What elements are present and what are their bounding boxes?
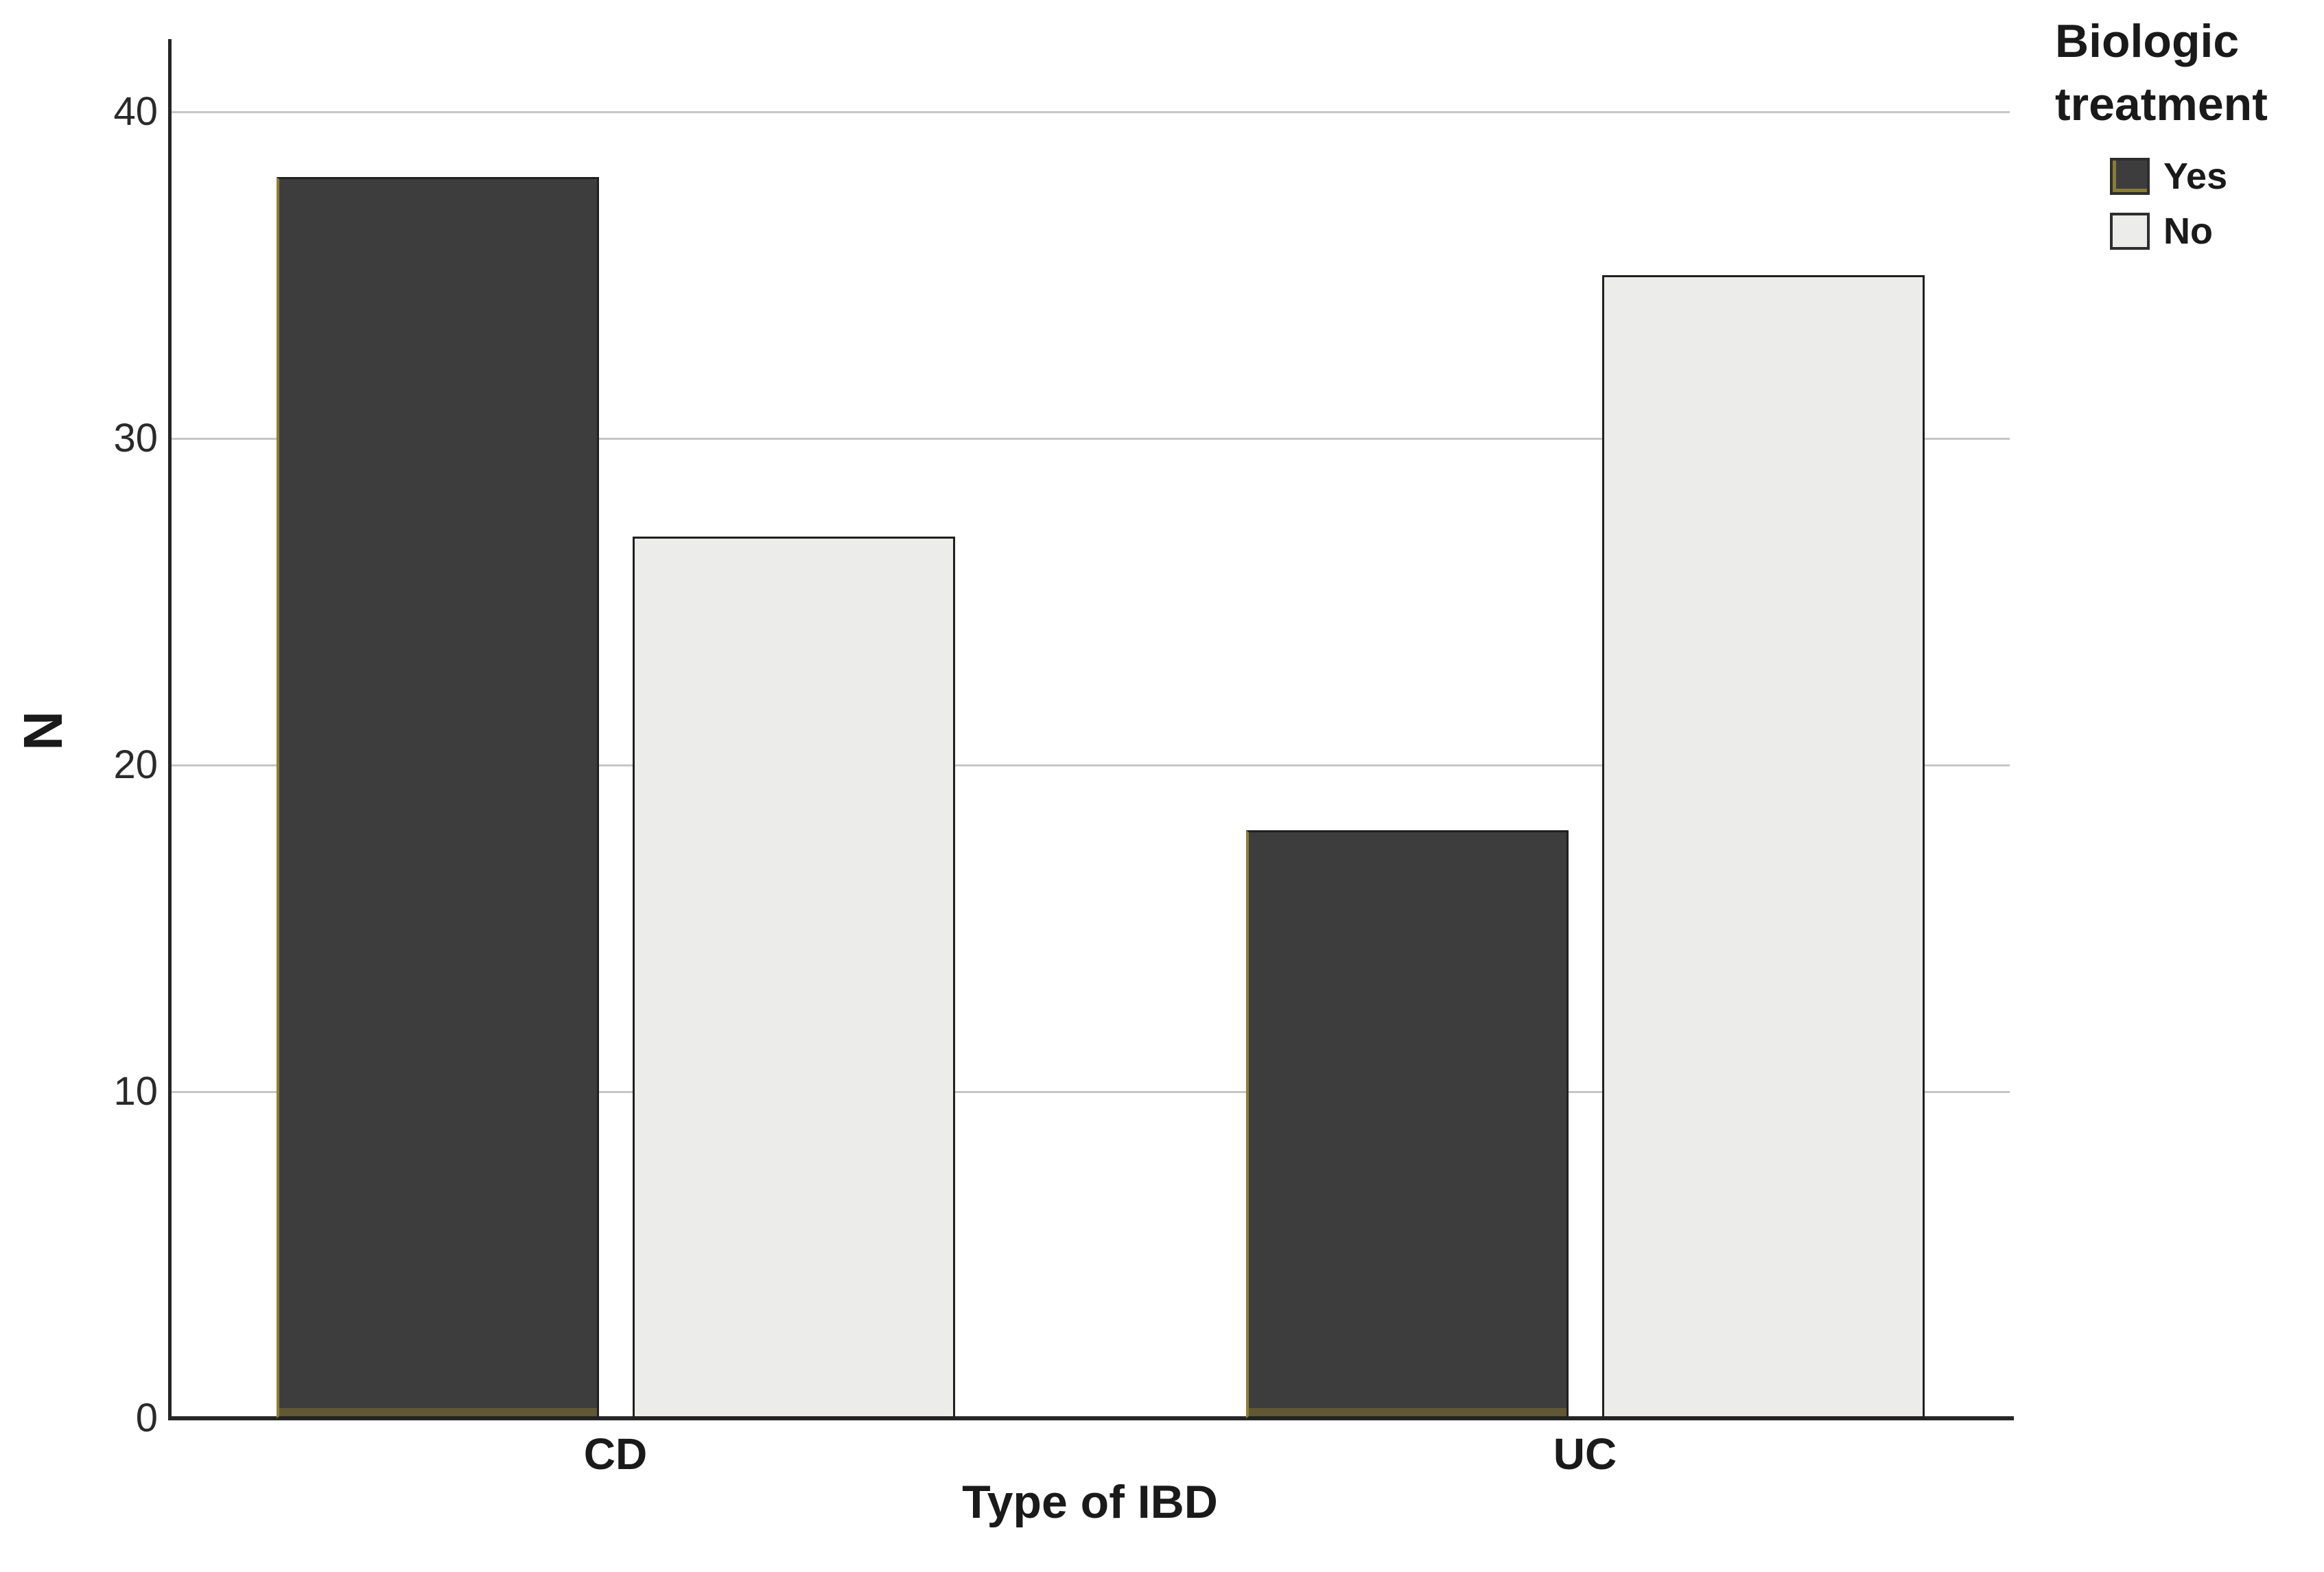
gridline-10	[172, 1091, 2010, 1093]
legend-swatch-yes	[2110, 158, 2150, 195]
y-tick-label-20: 20	[113, 742, 158, 787]
legend-title: Biologic treatment	[2055, 15, 2268, 130]
legend-label-no: No	[2163, 211, 2213, 252]
gridline-30	[172, 438, 2010, 440]
gridline-40	[172, 111, 2010, 113]
y-tick-label-10: 10	[113, 1069, 158, 1114]
legend-row-no: No	[2110, 210, 2324, 253]
x-axis-title: Type of IBD	[962, 1476, 1218, 1528]
y-tick-label-0: 0	[135, 1396, 158, 1440]
y-axis-title: N	[12, 711, 73, 751]
y-axis-line	[168, 39, 172, 1420]
bar-uc-yes	[1246, 830, 1569, 1418]
category-label-cd: CD	[583, 1429, 648, 1479]
legend-row-yes: Yes	[2110, 155, 2324, 198]
y-tick-label-30: 30	[113, 416, 158, 460]
category-label-uc: UC	[1553, 1429, 1617, 1479]
bar-uc-no	[1602, 275, 1925, 1418]
legend: Biologic treatment Yes No	[2055, 10, 2324, 265]
legend-swatch-no	[2110, 213, 2150, 250]
bar-cd-yes	[277, 177, 599, 1418]
x-axis-line	[168, 1416, 2014, 1420]
legend-label-yes: Yes	[2163, 156, 2228, 197]
gridline-20	[172, 764, 2010, 766]
bar-cd-no	[633, 537, 955, 1418]
y-tick-label-40: 40	[113, 89, 158, 134]
legend-items: Yes No	[2110, 155, 2324, 253]
